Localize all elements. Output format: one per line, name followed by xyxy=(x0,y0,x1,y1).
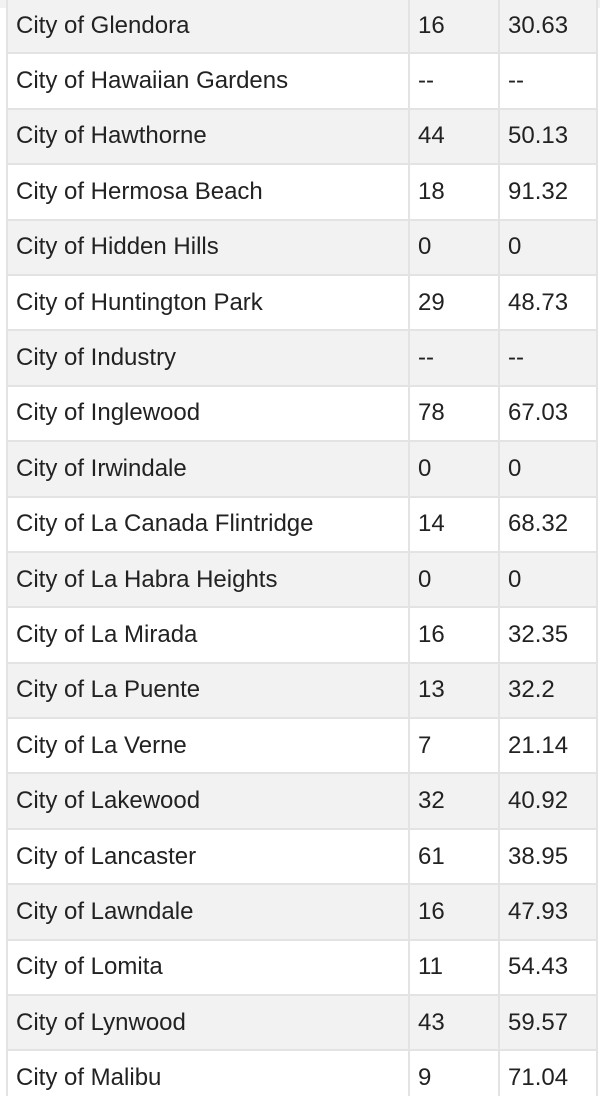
table-row: City of Malibu 9 71.04 xyxy=(6,1049,598,1096)
count-cell: 13 xyxy=(408,661,500,720)
count-cell: 11 xyxy=(408,938,500,997)
rate-cell: 38.95 xyxy=(498,827,598,886)
city-name-cell: City of La Canada Flintridge xyxy=(6,495,410,553)
rate-cell: 67.03 xyxy=(498,384,598,443)
table-row: City of Lakewood 32 40.92 xyxy=(6,772,598,830)
city-name-cell: City of Lawndale xyxy=(6,883,410,941)
city-name-cell: City of Lancaster xyxy=(6,827,410,886)
count-cell: 44 xyxy=(408,107,500,166)
count-cell: -- xyxy=(408,52,500,110)
table-row: City of La Puente 13 32.2 xyxy=(6,661,598,720)
table-row: City of La Verne 7 21.14 xyxy=(6,717,598,775)
table-row: City of Lawndale 16 47.93 xyxy=(6,883,598,941)
table-row: City of Lynwood 43 59.57 xyxy=(6,994,598,1052)
rate-cell: 0 xyxy=(498,550,598,609)
count-cell: 43 xyxy=(408,994,500,1052)
rate-cell: 32.35 xyxy=(498,606,598,664)
city-name-cell: City of Lakewood xyxy=(6,772,410,830)
rate-cell: 21.14 xyxy=(498,717,598,775)
count-cell: 16 xyxy=(408,0,500,55)
city-name-cell: City of Malibu xyxy=(6,1049,410,1096)
count-cell: 16 xyxy=(408,606,500,664)
city-name-cell: City of Hawthorne xyxy=(6,107,410,166)
count-cell: 16 xyxy=(408,883,500,941)
city-name-cell: City of La Mirada xyxy=(6,606,410,664)
city-name-cell: City of Hidden Hills xyxy=(6,218,410,276)
rate-cell: 0 xyxy=(498,440,598,498)
table-row: City of Hawthorne 44 50.13 xyxy=(6,107,598,166)
table-row: City of Glendora 16 30.63 xyxy=(6,0,598,55)
city-name-cell: City of La Verne xyxy=(6,717,410,775)
table-row: City of Hidden Hills 0 0 xyxy=(6,218,598,276)
table-row: City of Irwindale 0 0 xyxy=(6,440,598,498)
count-cell: -- xyxy=(408,329,500,387)
count-cell: 0 xyxy=(408,440,500,498)
city-name-cell: City of Hawaiian Gardens xyxy=(6,52,410,110)
rate-cell: 68.32 xyxy=(498,495,598,553)
city-name-cell: City of Glendora xyxy=(6,0,410,55)
table-row: City of Inglewood 78 67.03 xyxy=(6,384,598,443)
rate-cell: 91.32 xyxy=(498,163,598,221)
city-name-cell: City of La Puente xyxy=(6,661,410,720)
count-cell: 14 xyxy=(408,495,500,553)
count-cell: 0 xyxy=(408,218,500,276)
rate-cell: 0 xyxy=(498,218,598,276)
rate-cell: 71.04 xyxy=(498,1049,598,1096)
rate-cell: 54.43 xyxy=(498,938,598,997)
table-row: City of Hermosa Beach 18 91.32 xyxy=(6,163,598,221)
city-name-cell: City of Huntington Park xyxy=(6,273,410,332)
table-row: City of Industry -- -- xyxy=(6,329,598,387)
count-cell: 18 xyxy=(408,163,500,221)
city-name-cell: City of Lynwood xyxy=(6,994,410,1052)
count-cell: 0 xyxy=(408,550,500,609)
rate-cell: 30.63 xyxy=(498,0,598,55)
table-body: City of Glendora 16 30.63 City of Hawaiian … xyxy=(6,0,598,1096)
rate-cell: -- xyxy=(498,52,598,110)
city-name-cell: City of Inglewood xyxy=(6,384,410,443)
rate-cell: 50.13 xyxy=(498,107,598,166)
count-cell: 9 xyxy=(408,1049,500,1096)
rate-cell: -- xyxy=(498,329,598,387)
city-name-cell: City of Hermosa Beach xyxy=(6,163,410,221)
table-row: City of La Habra Heights 0 0 xyxy=(6,550,598,609)
table-row: City of Lomita 11 54.43 xyxy=(6,938,598,997)
table-row: City of Lancaster 61 38.95 xyxy=(6,827,598,886)
city-name-cell: City of La Habra Heights xyxy=(6,550,410,609)
table-row: City of La Canada Flintridge 14 68.32 xyxy=(6,495,598,553)
rate-cell: 47.93 xyxy=(498,883,598,941)
rate-cell: 59.57 xyxy=(498,994,598,1052)
city-name-cell: City of Irwindale xyxy=(6,440,410,498)
city-data-table: City of Glendora 16 30.63 City of Hawaiian … xyxy=(6,0,598,1096)
count-cell: 7 xyxy=(408,717,500,775)
count-cell: 61 xyxy=(408,827,500,886)
table-row: City of La Mirada 16 32.35 xyxy=(6,606,598,664)
table-row: City of Hawaiian Gardens -- -- xyxy=(6,52,598,110)
rate-cell: 32.2 xyxy=(498,661,598,720)
city-name-cell: City of Lomita xyxy=(6,938,410,997)
city-name-cell: City of Industry xyxy=(6,329,410,387)
count-cell: 29 xyxy=(408,273,500,332)
count-cell: 32 xyxy=(408,772,500,830)
rate-cell: 48.73 xyxy=(498,273,598,332)
count-cell: 78 xyxy=(408,384,500,443)
rate-cell: 40.92 xyxy=(498,772,598,830)
table-row: City of Huntington Park 29 48.73 xyxy=(6,273,598,332)
